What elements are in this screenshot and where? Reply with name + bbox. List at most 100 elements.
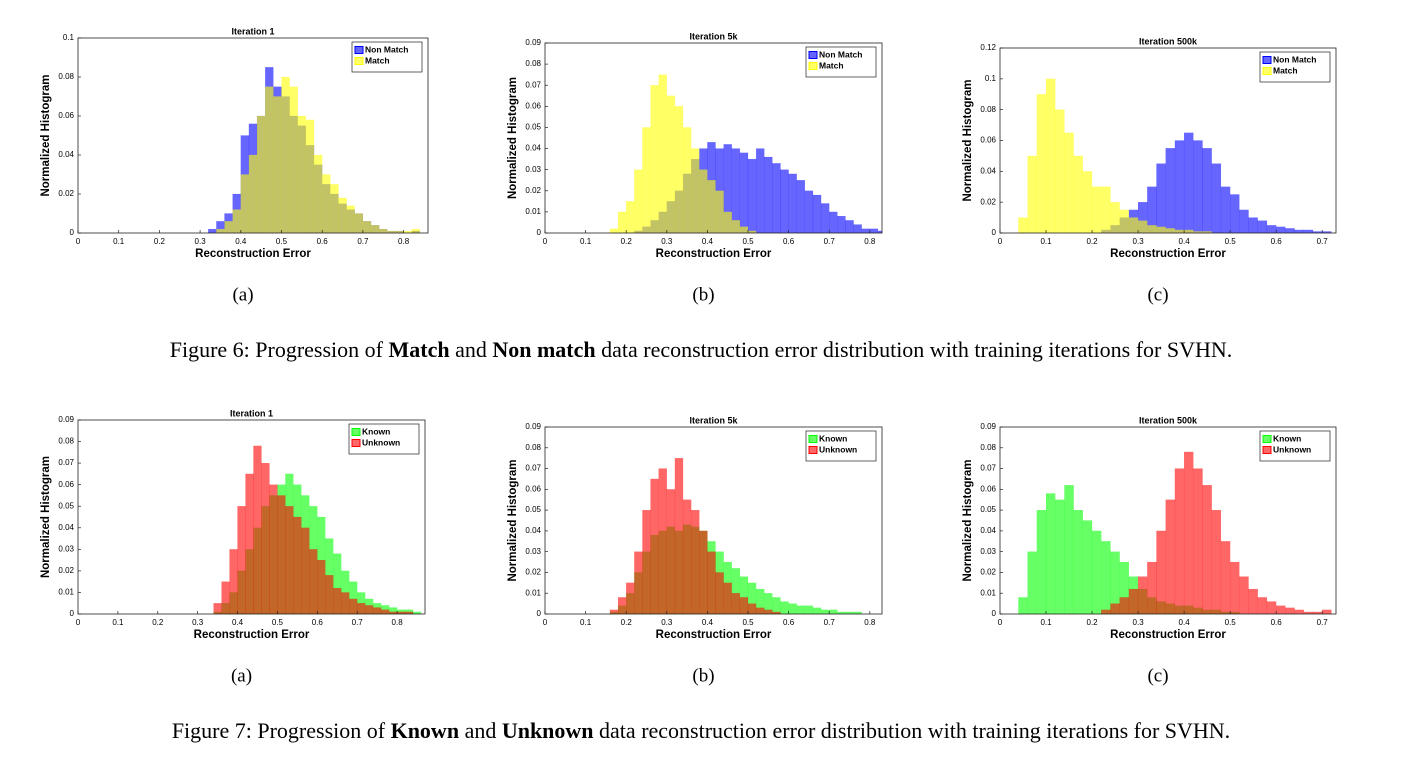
legend-swatch [1262, 56, 1272, 64]
y-tick-label: 0 [992, 228, 997, 237]
caption-text: Figure 6: Progression of [170, 337, 389, 362]
x-tick-label: 0.8 [864, 237, 876, 246]
hist-bar [1193, 140, 1203, 234]
hist-bar [1036, 509, 1047, 615]
x-tick-label: 0.3 [661, 237, 673, 246]
hist-bar [723, 582, 732, 615]
y-tick-label: 0.05 [58, 501, 74, 510]
hist-bar [1128, 588, 1139, 615]
y-axis-label: Normalized Histogram [40, 456, 52, 578]
x-tick-label: 0.5 [742, 237, 754, 246]
x-tick-label: 0.3 [192, 618, 204, 627]
hist-bar [1239, 576, 1249, 615]
hist-bar [788, 173, 797, 234]
hist-bar [1248, 588, 1258, 615]
hist-bar [1294, 229, 1304, 234]
hist-bar [248, 154, 258, 234]
subcaption: (c) [1147, 665, 1168, 686]
hist-bar [1018, 217, 1028, 234]
hist-bar [1064, 132, 1074, 234]
hist-bar [1147, 225, 1157, 234]
hist-bar [237, 506, 246, 615]
x-tick-label: 0 [998, 237, 1003, 246]
x-tick-label: 0.1 [112, 618, 124, 627]
hist-bar [325, 575, 334, 615]
hist-bar [772, 597, 781, 615]
hist-bar [1193, 468, 1203, 615]
x-tick-label: 0.3 [1133, 618, 1145, 627]
x-tick-label: 0.1 [580, 618, 592, 627]
y-tick-label: 0.02 [525, 568, 541, 577]
x-tick-label: 0.4 [235, 237, 247, 246]
chart-title: Iteration 5k [689, 415, 738, 425]
hist-bar [707, 551, 716, 615]
legend-swatch [808, 51, 818, 59]
hist-bar [1165, 148, 1176, 234]
hist-bar [1183, 451, 1194, 615]
x-tick-label: 0.7 [824, 237, 836, 246]
y-tick-label: 0.04 [525, 144, 541, 153]
hist-bar [1018, 597, 1028, 615]
x-tick-label: 0.6 [312, 618, 324, 627]
y-axis-label: Normalized Histogram [962, 79, 974, 201]
x-tick-label: 0.6 [783, 237, 795, 246]
x-axis-label: Reconstruction Error [656, 629, 772, 641]
hist-bar [317, 559, 326, 615]
x-tick-label: 0.7 [357, 237, 369, 246]
hist-bar [617, 211, 627, 234]
y-tick-label: 0 [537, 228, 542, 237]
hist-bar [747, 158, 757, 234]
x-tick-label: 0.1 [113, 237, 125, 246]
hist-bar [1165, 228, 1176, 234]
hist-bar [277, 495, 286, 615]
y-tick-label: 0.04 [58, 523, 74, 532]
hist-bar [731, 593, 741, 615]
x-tick-label: 0.5 [276, 237, 288, 246]
axes-box [77, 419, 426, 615]
legend-swatch [354, 46, 364, 54]
hist-bar [372, 607, 382, 615]
hist-bar [1183, 229, 1194, 234]
legend-label: Unknown [819, 444, 857, 454]
y-tick-label: 0.05 [525, 505, 541, 514]
hist-bar [1202, 485, 1212, 615]
y-tick-label: 0.07 [980, 464, 996, 473]
hist-bar [1239, 209, 1249, 234]
legend-box [1259, 430, 1331, 462]
hist-bar [221, 581, 230, 615]
hist-bar [281, 76, 290, 234]
caption-bold: Non match [492, 337, 595, 362]
y-axis-label: Normalized Histogram [40, 74, 52, 196]
legend-swatch [808, 62, 818, 70]
hist-bar [354, 213, 364, 234]
hist-bar [829, 211, 838, 234]
y-tick-label: 0.06 [525, 484, 541, 493]
y-tick-label: 0.08 [58, 437, 74, 446]
subcaption: (b) [692, 284, 714, 305]
legend-label: Known [362, 426, 390, 436]
legend-label: Non Match [819, 49, 862, 59]
hist-bar [682, 127, 692, 234]
hist-bar [261, 462, 270, 615]
y-tick-label: 0.08 [980, 443, 996, 452]
x-tick-label: 0.2 [621, 618, 633, 627]
hist-bar [1055, 499, 1065, 615]
axes-box [544, 42, 883, 234]
y-tick-label: 0.07 [525, 80, 541, 89]
hist-bar [333, 587, 342, 615]
hist-bar [293, 516, 302, 615]
hist-bar [309, 549, 318, 615]
y-tick-label: 0.04 [525, 526, 541, 535]
hist-bar [1156, 530, 1166, 615]
hist-bar [829, 609, 838, 615]
legend-swatch [351, 439, 361, 447]
hist-bar [796, 180, 806, 234]
hist-bar [341, 592, 350, 615]
hist-bar [289, 86, 298, 234]
x-tick-label: 0.6 [783, 618, 795, 627]
caption-text: data reconstruction error distribution w… [596, 337, 1233, 362]
legend-label: Known [819, 433, 847, 443]
hist-bar [1257, 220, 1268, 234]
hist-bar [216, 228, 225, 234]
legend-box [805, 46, 877, 78]
